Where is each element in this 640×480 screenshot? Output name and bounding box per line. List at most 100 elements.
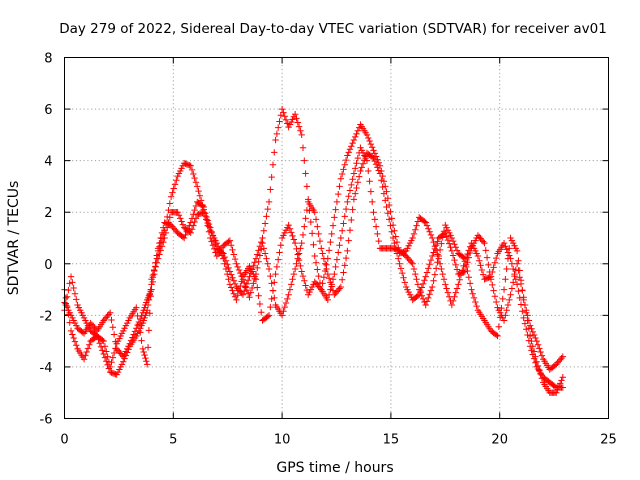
data-point [226, 281, 234, 288]
data-point [99, 347, 106, 354]
data-point [425, 225, 432, 232]
data-point [106, 309, 114, 316]
chart-title: Day 279 of 2022, Sidereal Day-to-day VTE… [59, 21, 607, 37]
data-point [368, 198, 376, 206]
data-point [335, 249, 342, 256]
data-point [444, 289, 452, 296]
data-point [384, 210, 392, 217]
data-point [516, 273, 523, 281]
data-point [108, 359, 115, 366]
data-point [282, 299, 290, 307]
data-point [294, 119, 301, 126]
data-point [379, 183, 386, 191]
data-point [307, 218, 315, 226]
data-point [166, 200, 174, 207]
data-point [427, 287, 435, 294]
data-point [370, 147, 377, 154]
data-point [167, 193, 175, 200]
data-point [370, 154, 377, 162]
data-point [366, 137, 373, 145]
data-point [509, 279, 517, 286]
data-point [160, 238, 167, 246]
data-point [319, 280, 326, 287]
data-point [255, 258, 262, 265]
data-point [312, 216, 320, 223]
x-tick-label: 10 [274, 433, 291, 448]
data-point [295, 250, 303, 257]
data-point [235, 266, 243, 274]
data-point [473, 302, 480, 310]
data-point [387, 222, 394, 229]
data-point [530, 331, 538, 339]
data-point [494, 332, 501, 340]
data-point [371, 157, 378, 165]
data-point [166, 214, 174, 221]
data-point [108, 316, 115, 324]
data-point [340, 166, 347, 173]
data-point [146, 291, 153, 298]
data-point [259, 239, 266, 247]
data-point [524, 312, 531, 319]
data-point [346, 187, 354, 194]
data-point [70, 334, 77, 342]
data-point [456, 276, 463, 283]
data-point [299, 144, 307, 151]
data-point [101, 343, 109, 350]
data-point [180, 234, 188, 242]
data-point [320, 255, 328, 262]
data-point [148, 276, 155, 283]
data-point [555, 383, 563, 390]
data-point [297, 127, 304, 134]
data-point [86, 341, 93, 348]
data-point [105, 311, 113, 318]
data-point [506, 296, 513, 304]
data-point [243, 286, 251, 294]
data-point [511, 272, 518, 280]
data-point [302, 215, 309, 222]
data-point [331, 214, 338, 221]
data-point [500, 317, 508, 324]
data-point [297, 245, 304, 252]
data-point [526, 332, 534, 340]
data-point [478, 266, 486, 274]
data-point [285, 221, 292, 229]
data-point [359, 160, 367, 167]
data-point [308, 230, 316, 237]
data-point [293, 115, 300, 122]
data-point [553, 389, 560, 396]
data-point [310, 241, 317, 248]
data-point [443, 285, 450, 292]
data-point [195, 187, 202, 195]
data-point [536, 366, 543, 374]
data-point [451, 293, 458, 300]
data-point [529, 343, 536, 350]
data-point [368, 144, 376, 151]
data-point [274, 124, 282, 131]
series-track-3 [61, 144, 567, 373]
data-point [426, 291, 433, 298]
data-point [237, 269, 244, 277]
data-point [298, 239, 305, 247]
data-point [230, 277, 237, 285]
data-point [422, 273, 429, 280]
data-point [430, 277, 437, 285]
data-point [62, 300, 70, 307]
data-point [265, 265, 273, 273]
data-point [493, 254, 500, 262]
data-point [493, 298, 500, 306]
data-point [324, 270, 331, 278]
data-point [244, 277, 252, 284]
data-point [442, 281, 449, 288]
data-point [525, 317, 533, 324]
data-point [274, 256, 282, 263]
data-point [295, 123, 303, 130]
data-point [303, 206, 311, 214]
data-point [121, 355, 128, 362]
data-point [150, 267, 158, 275]
data-point [226, 237, 234, 244]
data-point [104, 353, 111, 360]
data-point [227, 242, 235, 249]
data-point [427, 231, 435, 239]
data-point [517, 301, 525, 308]
